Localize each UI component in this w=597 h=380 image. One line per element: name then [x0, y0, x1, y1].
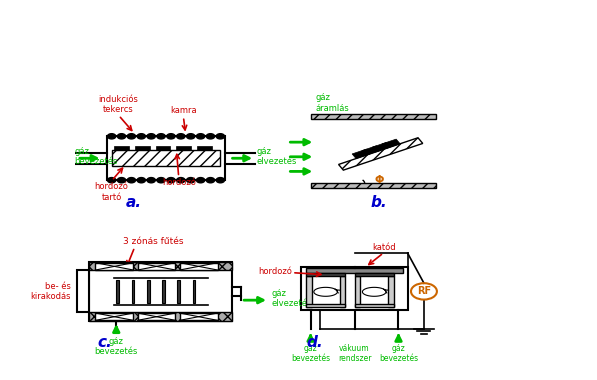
- Text: gáz
bevezetés: gáz bevezetés: [94, 337, 138, 356]
- Circle shape: [157, 177, 165, 183]
- Circle shape: [137, 177, 146, 183]
- Bar: [310, 183, 436, 187]
- Circle shape: [216, 134, 224, 139]
- Bar: [180, 263, 217, 270]
- Circle shape: [167, 177, 175, 183]
- Text: gáz
elvezetés: gáz elvezetés: [271, 289, 312, 309]
- Bar: [310, 183, 436, 187]
- Bar: [88, 262, 232, 321]
- Bar: [162, 280, 165, 303]
- Text: gáz
áramlás: gáz áramlás: [315, 93, 349, 113]
- Bar: [88, 312, 232, 321]
- Circle shape: [216, 177, 224, 183]
- Bar: [306, 276, 312, 307]
- Bar: [340, 276, 345, 307]
- Bar: [156, 146, 170, 150]
- Bar: [88, 262, 232, 270]
- Text: gáz
bevezetés: gáz bevezetés: [291, 344, 330, 363]
- Polygon shape: [382, 139, 400, 149]
- Text: d.: d.: [306, 335, 322, 350]
- Circle shape: [118, 177, 126, 183]
- Bar: [197, 146, 212, 150]
- Bar: [355, 273, 394, 276]
- Circle shape: [207, 177, 215, 183]
- Circle shape: [157, 134, 165, 139]
- Bar: [388, 276, 394, 307]
- Text: gáz
bevezetés: gáz bevezetés: [379, 344, 418, 363]
- Circle shape: [177, 177, 185, 183]
- Circle shape: [167, 134, 175, 139]
- Bar: [88, 262, 232, 270]
- Text: RF: RF: [417, 287, 431, 296]
- Text: vákuum
rendszer: vákuum rendszer: [338, 344, 371, 363]
- Circle shape: [147, 134, 155, 139]
- Bar: [96, 263, 133, 270]
- Bar: [131, 280, 134, 303]
- Circle shape: [186, 134, 195, 139]
- Bar: [306, 268, 403, 273]
- Polygon shape: [372, 142, 390, 152]
- Bar: [147, 280, 150, 303]
- Bar: [310, 114, 436, 119]
- Circle shape: [196, 177, 205, 183]
- Bar: [96, 313, 133, 320]
- Bar: [306, 273, 345, 276]
- Bar: [306, 304, 345, 307]
- Text: be- és
kirakodás: be- és kirakodás: [30, 282, 71, 301]
- Text: hordozó: hordozó: [162, 179, 196, 187]
- Circle shape: [107, 134, 116, 139]
- Bar: [355, 304, 394, 307]
- Text: indukciós
tekercs: indukciós tekercs: [99, 95, 139, 114]
- Bar: [77, 270, 88, 312]
- Circle shape: [137, 134, 146, 139]
- Bar: [137, 313, 176, 320]
- Bar: [301, 266, 408, 310]
- Text: gáz
bevezetés: gáz bevezetés: [75, 147, 118, 166]
- Bar: [107, 136, 225, 180]
- Circle shape: [118, 134, 126, 139]
- Circle shape: [127, 177, 136, 183]
- Circle shape: [207, 134, 215, 139]
- Text: hordozó: hordozó: [259, 267, 292, 276]
- Polygon shape: [338, 138, 423, 170]
- Bar: [137, 263, 176, 270]
- Bar: [177, 280, 180, 303]
- Circle shape: [196, 134, 205, 139]
- Bar: [88, 312, 232, 321]
- Circle shape: [127, 134, 136, 139]
- Bar: [177, 146, 191, 150]
- Circle shape: [107, 177, 116, 183]
- Text: kamra: kamra: [170, 106, 196, 115]
- Bar: [116, 280, 119, 303]
- Circle shape: [177, 134, 185, 139]
- Bar: [355, 276, 360, 307]
- Bar: [112, 150, 220, 166]
- Polygon shape: [352, 149, 370, 158]
- Text: gáz
elvezetés: gáz elvezetés: [257, 147, 297, 166]
- Text: c.: c.: [98, 335, 112, 350]
- Bar: [193, 280, 195, 303]
- Bar: [135, 146, 150, 150]
- Text: 3 zónás fűtés: 3 zónás fűtés: [123, 237, 183, 246]
- Text: b.: b.: [371, 195, 387, 210]
- Circle shape: [147, 177, 155, 183]
- Polygon shape: [362, 146, 380, 155]
- Bar: [180, 313, 217, 320]
- Bar: [114, 146, 129, 150]
- Circle shape: [186, 177, 195, 183]
- Text: a.: a.: [125, 195, 141, 210]
- Bar: [310, 114, 436, 119]
- Text: hordozó
tartó: hordozó tartó: [95, 182, 128, 202]
- Text: Φ: Φ: [374, 175, 384, 185]
- Text: katód: katód: [372, 243, 395, 252]
